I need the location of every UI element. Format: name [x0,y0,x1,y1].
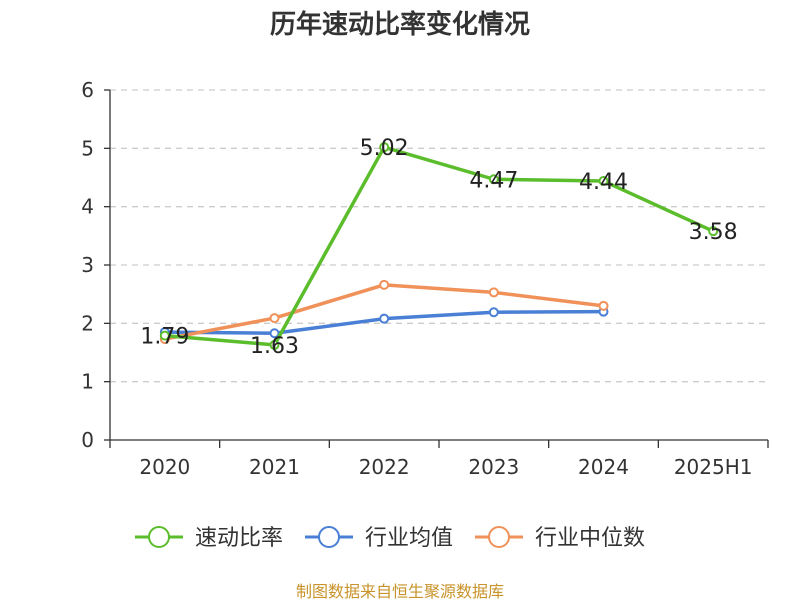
data-point [269,313,280,324]
y-tick-label: 3 [81,253,94,277]
source-footer: 制图数据来自恒生聚源数据库 [295,582,504,601]
data-point [488,307,499,318]
legend-label: 速动比率 [195,526,283,551]
data-point [488,174,499,185]
y-tick-label: 2 [81,311,94,335]
data-point [708,226,719,237]
x-tick-label: 2020 [139,455,190,479]
data-point [379,313,390,324]
data-point [159,330,170,341]
data-point [269,339,280,350]
legend-marker [148,526,170,548]
x-tick-label: 2022 [359,455,410,479]
x-tick-label: 2024 [578,455,629,479]
data-point [488,287,499,298]
x-tick-label: 2021 [249,455,300,479]
y-tick-label: 5 [81,136,94,160]
data-label: 4.44 [579,170,628,195]
legend-marker [488,526,510,548]
data-point [379,279,390,290]
legend-marker [318,526,340,548]
y-tick-label: 6 [81,78,94,102]
data-label: 4.47 [469,168,518,193]
series-line [164,145,714,347]
axes: 0 1 2 3 4 5 6 2020 2021 2022 2023 2024 2025H1 [81,78,769,479]
y-tick-label: 4 [81,195,94,219]
legend: 速动比率 行业均值 行业中位数 [135,526,645,551]
data-point [598,176,609,186]
data-point [269,328,280,339]
legend-label: 行业均值 [365,526,453,551]
data-label: 1.79 [140,325,189,350]
chart-title: 历年速动比率变化情况 [269,10,530,40]
data-label: 5.02 [360,136,409,161]
legend-label: 行业中位数 [535,526,645,551]
data-labels: 1.79 1.63 5.02 4.47 4.44 3.58 [140,136,737,359]
data-label: 3.58 [689,220,738,245]
x-tick-label: 2023 [468,455,519,479]
y-tick-label: 1 [81,370,94,394]
y-tick-label: 0 [81,428,94,452]
data-point [379,142,390,153]
data-label: 1.63 [250,334,299,359]
series-lines [159,142,719,350]
x-tick-label: 2025H1 [674,455,753,479]
data-point [598,300,609,311]
